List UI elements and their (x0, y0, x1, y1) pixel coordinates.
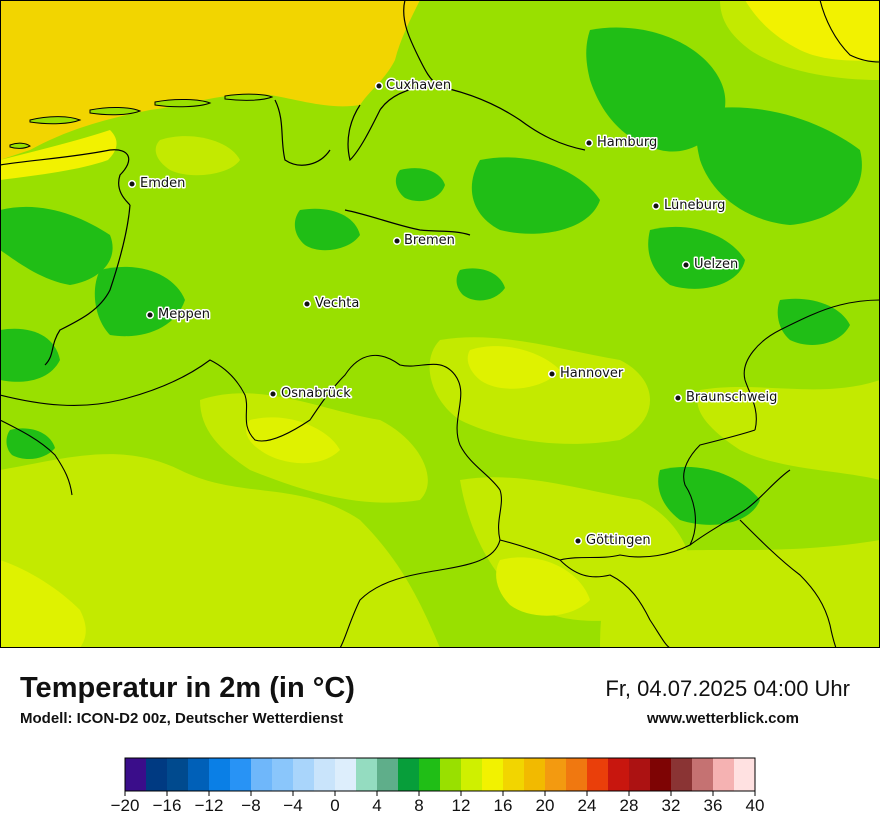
color-legend-swatches (125, 758, 756, 791)
legend-swatch (692, 758, 714, 791)
legend-swatch (377, 758, 399, 791)
svg-text:Göttingen: Göttingen (586, 533, 651, 548)
legend-swatch (335, 758, 357, 791)
city-lueneburg: Lüneburg (651, 197, 727, 215)
svg-text:Lüneburg: Lüneburg (664, 198, 725, 213)
temperature-map: Cuxhaven Hamburg Emden Lüneburg Bremen U… (0, 0, 880, 648)
cool-areas (0, 27, 862, 525)
city-vechta: Vechta (302, 295, 361, 313)
svg-text:Osnabrück: Osnabrück (281, 386, 351, 401)
legend-swatch (587, 758, 609, 791)
legend-swatch (356, 758, 378, 791)
legend-tick-label: −12 (195, 796, 224, 815)
legend-swatch (440, 758, 462, 791)
legend-tick-label: 32 (662, 796, 681, 815)
legend-swatch (734, 758, 756, 791)
legend-swatch (524, 758, 546, 791)
svg-text:Meppen: Meppen (158, 307, 210, 322)
legend-swatch (461, 758, 483, 791)
legend-swatch (545, 758, 567, 791)
islands (9, 93, 274, 149)
svg-text:Hamburg: Hamburg (597, 135, 657, 150)
legend-swatch (314, 758, 336, 791)
baltic-edge (745, 0, 880, 61)
forecast-datetime: Fr, 04.07.2025 04:00 Uhr (605, 676, 850, 701)
city-uelzen: Uelzen (681, 256, 740, 274)
city-bremen: Bremen (392, 232, 456, 250)
legend-swatch (629, 758, 651, 791)
legend-tick-label: 20 (536, 796, 555, 815)
legend-swatch (188, 758, 210, 791)
north-sea (0, 0, 420, 160)
legend-tick-label: 36 (704, 796, 723, 815)
city-hannover: Hannover (547, 365, 625, 383)
legend-swatch (713, 758, 735, 791)
legend-swatch (650, 758, 672, 791)
city-meppen: Meppen (145, 306, 211, 324)
city-braunschweig: Braunschweig (673, 389, 779, 407)
svg-text:Hannover: Hannover (560, 366, 624, 381)
color-legend-ticks: −20 −16 −12 −8 −4 0 4 8 12 16 20 24 28 32 36 40 (111, 791, 765, 815)
legend-tick-label: −16 (153, 796, 182, 815)
legend-swatch (209, 758, 231, 791)
legend-swatch (482, 758, 504, 791)
legend-tick-label: 24 (578, 796, 597, 815)
legend-tick-label: 4 (372, 796, 381, 815)
svg-text:Bremen: Bremen (404, 233, 455, 248)
city-goettingen: Göttingen (573, 532, 652, 550)
legend-swatch (671, 758, 693, 791)
legend-swatch (503, 758, 525, 791)
coastlines (0, 0, 586, 366)
legend-tick-label: −4 (283, 796, 302, 815)
svg-text:Cuxhaven: Cuxhaven (386, 78, 451, 93)
legend-swatch (251, 758, 273, 791)
svg-text:Emden: Emden (140, 176, 185, 191)
legend-tick-label: 0 (330, 796, 339, 815)
color-legend-frame (124, 757, 756, 792)
legend-swatch (167, 758, 189, 791)
legend-tick-label: −8 (241, 796, 260, 815)
legend-swatch (293, 758, 315, 791)
legend-swatch (566, 758, 588, 791)
legend-swatch (608, 758, 630, 791)
color-legend: −20 −16 −12 −8 −4 0 4 8 12 16 20 24 28 32 36 40 (111, 757, 765, 815)
legend-swatch (230, 758, 252, 791)
legend-swatch (419, 758, 441, 791)
legend-tick-label: 40 (746, 796, 765, 815)
legend-tick-label: −20 (111, 796, 140, 815)
state-borders (0, 0, 880, 648)
legend-swatch (146, 758, 168, 791)
svg-text:Braunschweig: Braunschweig (686, 390, 777, 405)
website-link[interactable]: www.wetterblick.com (647, 710, 799, 727)
svg-text:Vechta: Vechta (315, 296, 359, 311)
map-title: Temperatur in 2m (in °C) (20, 672, 355, 704)
legend-tick-label: 16 (494, 796, 513, 815)
map-canvas: Cuxhaven Hamburg Emden Lüneburg Bremen U… (0, 0, 880, 648)
legend-swatch (398, 758, 420, 791)
city-emden: Emden (127, 175, 187, 193)
legend-swatch (272, 758, 294, 791)
city-markers: Cuxhaven Hamburg Emden Lüneburg Bremen U… (127, 77, 779, 550)
footer: Temperatur in 2m (in °C) Modell: ICON-D2… (0, 648, 880, 830)
legend-swatch (125, 758, 147, 791)
city-hamburg: Hamburg (584, 134, 659, 152)
legend-tick-label: 28 (620, 796, 639, 815)
svg-text:Uelzen: Uelzen (694, 257, 738, 272)
legend-tick-label: 12 (452, 796, 471, 815)
city-cuxhaven: Cuxhaven (374, 77, 453, 95)
north-sea-edge (0, 130, 117, 180)
legend-tick-label: 8 (414, 796, 423, 815)
model-info: Modell: ICON-D2 00z, Deutscher Wetterdie… (20, 710, 344, 727)
city-osnabrueck: Osnabrück (268, 385, 353, 403)
